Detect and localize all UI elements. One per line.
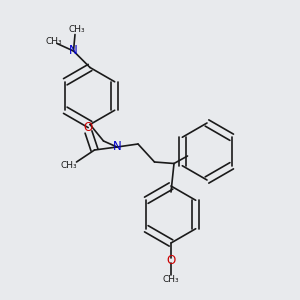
Text: CH₃: CH₃ (163, 274, 179, 284)
Text: CH₃: CH₃ (68, 26, 85, 34)
Text: N: N (69, 44, 78, 58)
Text: N: N (112, 140, 122, 154)
Text: CH₃: CH₃ (46, 38, 62, 46)
Text: CH₃: CH₃ (61, 160, 77, 169)
Text: O: O (84, 121, 93, 134)
Text: O: O (167, 254, 176, 268)
